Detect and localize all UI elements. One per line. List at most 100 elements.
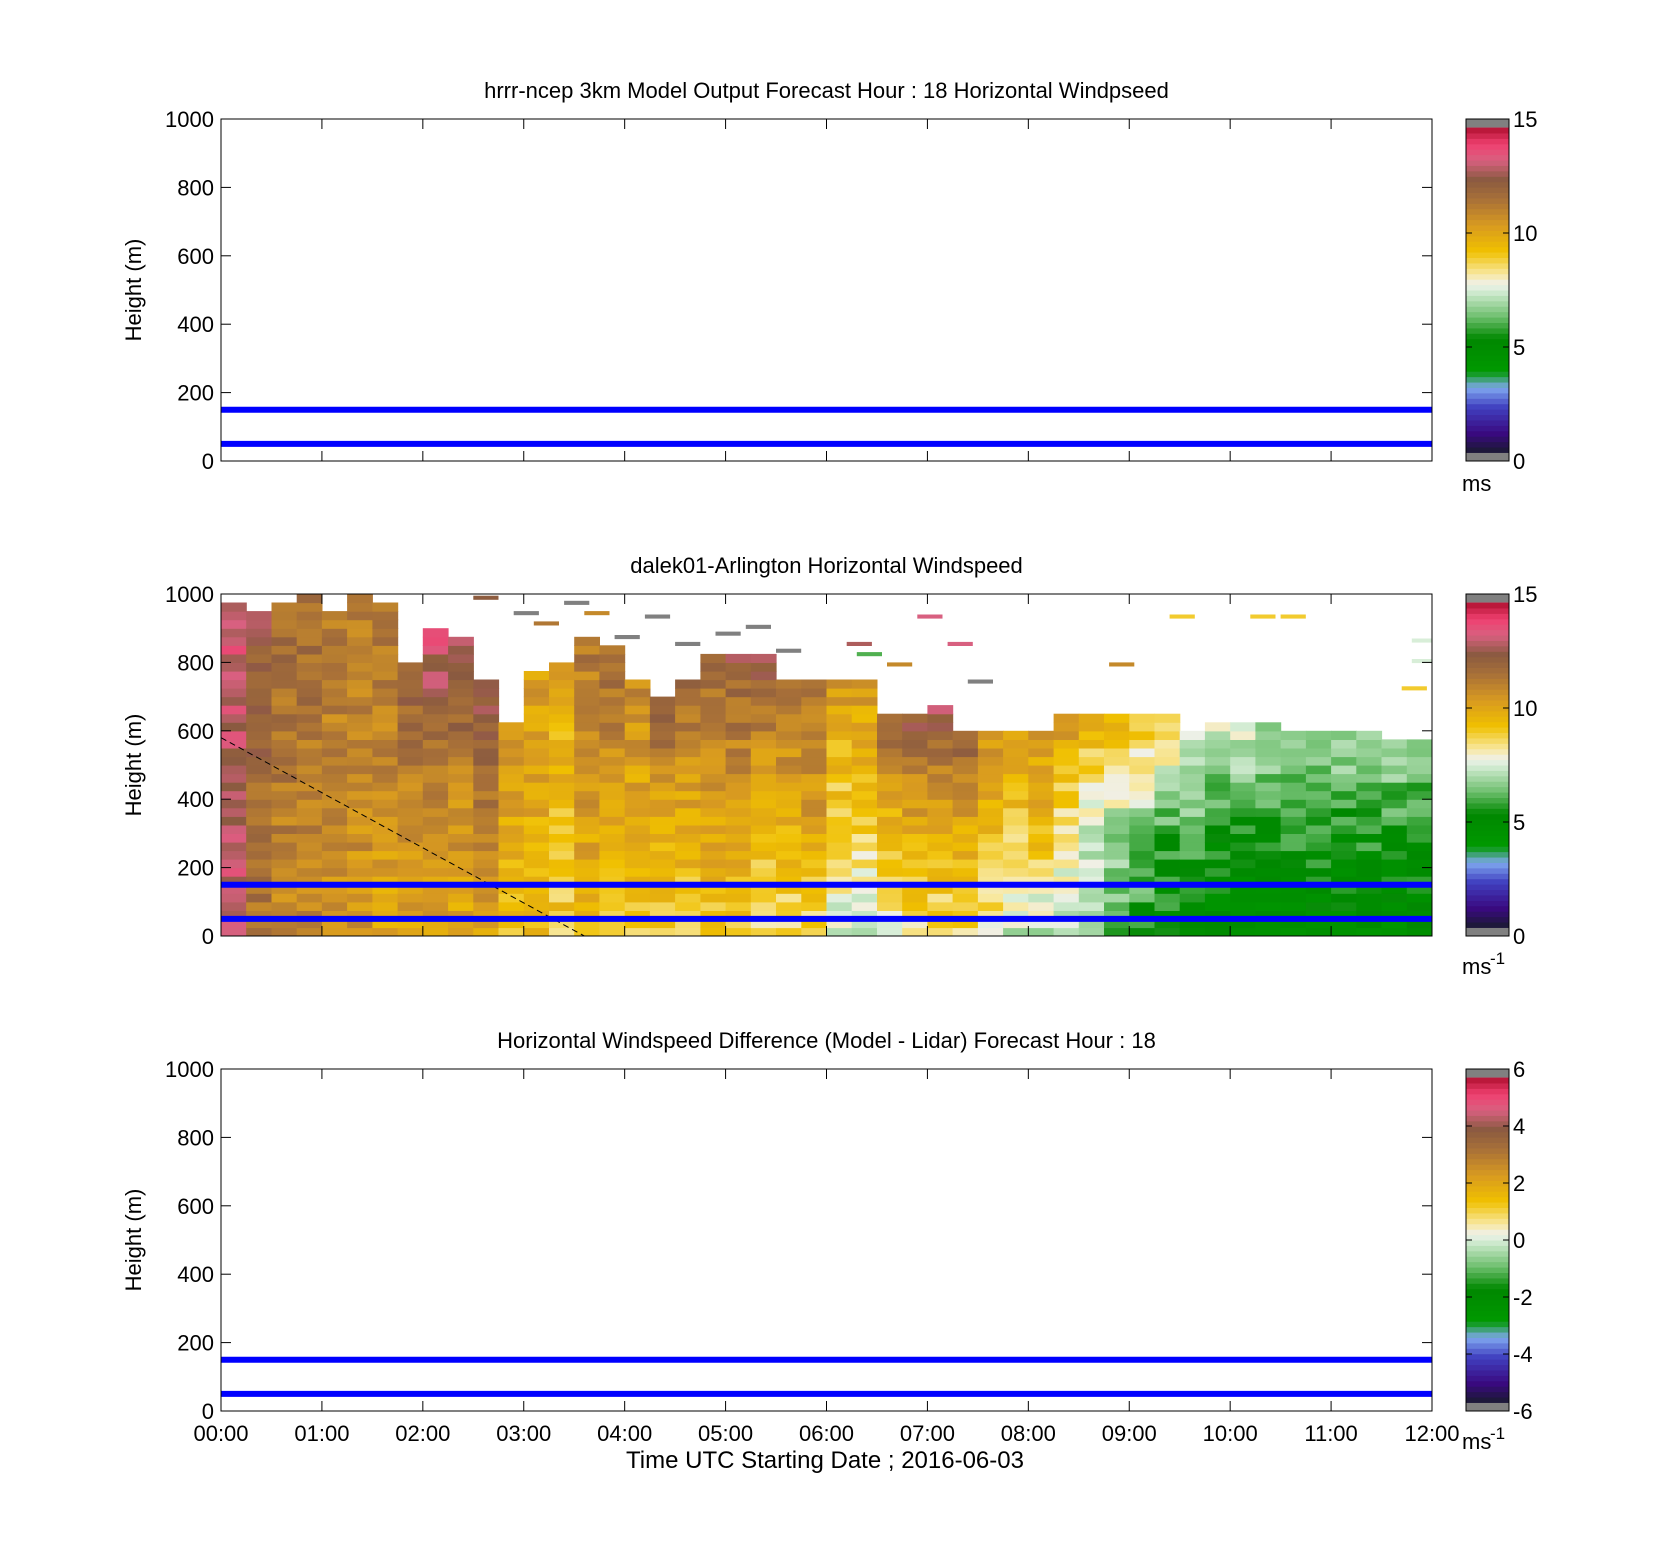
heatmap-cell: [801, 756, 828, 766]
heatmap-cell: [1078, 816, 1105, 826]
heatmap-cell: [221, 773, 247, 783]
heatmap-cell: [1255, 756, 1282, 766]
heatmap-cell: [397, 696, 424, 706]
heatmap-cell: [599, 867, 626, 877]
heatmap-cell: [1078, 824, 1105, 834]
heatmap-cell: [1129, 893, 1156, 903]
heatmap-cell: [1179, 730, 1206, 740]
heatmap-cell: [296, 756, 323, 766]
heatmap-cell: [1129, 790, 1156, 800]
heatmap-cell: [397, 816, 424, 826]
heatmap-cell: [1078, 910, 1105, 920]
heatmap-cell: [599, 850, 626, 860]
heatmap-cell: [1154, 842, 1181, 852]
heatmap-cell: [1381, 850, 1408, 860]
heatmap-cell: [523, 850, 550, 860]
heatmap-cell: [321, 739, 348, 749]
colorbar-segment: [1466, 829, 1509, 836]
heatmap-cell: [296, 799, 323, 809]
heatmap-cell: [725, 679, 752, 689]
heatmap-cell: [246, 739, 272, 749]
heatmap-cell: [700, 782, 727, 792]
heatmap-cell: [422, 636, 449, 646]
heatmap-cell: [776, 790, 802, 800]
heatmap-cell: [347, 850, 373, 860]
heatmap-cell: [902, 756, 928, 766]
heatmap-cell: [1356, 833, 1383, 843]
heatmap-cell: [1003, 859, 1029, 869]
heatmap-cell: [574, 893, 600, 903]
heatmap-cell: [422, 645, 449, 655]
y-axis-label: Height (m): [121, 239, 146, 342]
heatmap-cell: [977, 773, 1004, 783]
heatmap-cell: [776, 765, 802, 775]
x-axis-label: Time UTC Starting Date ; 2016-06-03: [626, 1447, 1024, 1474]
heatmap-cell: [271, 850, 298, 860]
heatmap-cell: [296, 901, 323, 911]
heatmap-cell: [700, 901, 727, 911]
colorbar-segment: [1466, 1131, 1509, 1138]
heatmap-cell: [422, 884, 449, 894]
heatmap-cell: [902, 782, 928, 792]
heatmap-speckle: [947, 641, 973, 646]
heatmap-cell: [700, 799, 727, 809]
heatmap-cell: [750, 824, 777, 834]
heatmap-cell: [397, 662, 424, 672]
heatmap-cell: [321, 910, 348, 920]
heatmap-cell: [877, 850, 903, 860]
heatmap-cell: [498, 867, 525, 877]
heatmap-cell: [271, 910, 298, 920]
heatmap-cell: [1003, 867, 1029, 877]
colorbar-unit: ms: [1462, 1429, 1491, 1454]
heatmap-cell: [725, 747, 752, 758]
heatmap-cell: [1204, 765, 1231, 775]
heatmap-cell: [826, 790, 853, 800]
heatmap-cell: [1255, 927, 1282, 936]
heatmap-cell: [221, 842, 247, 852]
heatmap-cell: [1230, 722, 1256, 732]
heatmap-cell: [1003, 765, 1029, 775]
colorbar-segment: [1466, 900, 1509, 907]
heatmap-cell: [801, 816, 828, 826]
heatmap-cell: [321, 713, 348, 723]
heatmap-cell: [574, 705, 600, 715]
colorbar-segment: [1466, 295, 1509, 302]
heatmap-cell: [902, 790, 928, 800]
heatmap-cell: [750, 782, 777, 792]
heatmap-cell: [1028, 910, 1055, 920]
heatmap-cell: [1356, 807, 1383, 817]
heatmap-cell: [221, 671, 247, 681]
heatmap-cell: [221, 910, 247, 920]
heatmap-cell: [296, 628, 323, 638]
heatmap-cell: [372, 696, 399, 706]
heatmap-cell: [1104, 790, 1130, 800]
heatmap-cell: [1028, 918, 1055, 929]
heatmap-cell: [801, 739, 828, 749]
colorbar-segment: [1466, 154, 1509, 161]
heatmap-cell: [1204, 782, 1231, 792]
heatmap-cell: [624, 867, 651, 877]
heatmap-cell: [1179, 918, 1206, 929]
heatmap-cell: [271, 747, 298, 758]
heatmap-cell: [725, 824, 752, 834]
colorbar-segment: [1466, 1082, 1509, 1089]
heatmap-cell: [422, 713, 449, 723]
heatmap-cell: [927, 756, 954, 766]
heatmap-cell: [271, 799, 298, 809]
colorbar-tick-label: -2: [1513, 1285, 1533, 1310]
heatmap-cell: [246, 824, 272, 834]
heatmap-cell: [246, 773, 272, 783]
heatmap-cell: [776, 876, 802, 886]
heatmap-cell: [397, 807, 424, 817]
heatmap-cell: [599, 807, 626, 817]
heatmap-cell: [1331, 842, 1357, 852]
heatmap-cell: [523, 807, 550, 817]
colorbar-segment: [1466, 819, 1509, 826]
heatmap-cell: [1230, 807, 1256, 817]
heatmap-cell: [877, 765, 903, 775]
heatmap-cell: [750, 884, 777, 894]
colorbar-segment: [1466, 1207, 1509, 1214]
heatmap-cell: [271, 927, 298, 936]
heatmap-cell: [1381, 739, 1408, 749]
heatmap-cell: [448, 636, 474, 646]
